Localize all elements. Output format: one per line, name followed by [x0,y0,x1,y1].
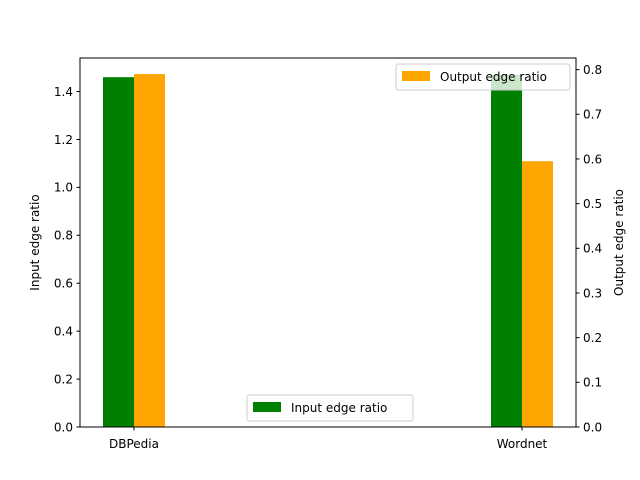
left-tick-label: 1.0 [54,181,73,195]
right-y-axis-label: Output edge ratio [612,189,626,296]
right-tick-label: 0.8 [583,63,602,77]
right-tick-label: 0.5 [583,197,602,211]
bar-output-edge-ratio-dbpedia [134,74,165,427]
left-tick-label: 0.4 [54,324,73,338]
right-tick-label: 0.4 [583,242,602,256]
legend-swatch [402,71,430,81]
legend-frame [395,63,571,91]
x-tick-label-dbpedia: DBPedia [109,437,159,451]
legend-swatch [253,402,281,412]
right-tick-label: 0.6 [583,152,602,166]
left-tick-label: 1.4 [54,85,73,99]
legend-label: Output edge ratio [440,70,547,84]
x-axis-ticks: DBPedia Wordnet [109,427,548,451]
legend-output-edge-ratio: Output edge ratio [395,63,571,91]
left-y-axis-ticks: 0.0 0.2 0.4 0.6 0.8 1.0 1.2 1.4 [54,85,80,434]
left-tick-label: 0.8 [54,229,73,243]
right-y-axis-ticks: 0.0 0.1 0.2 0.3 0.4 0.5 0.6 0.7 0.8 [576,63,602,434]
right-tick-label: 0.7 [583,108,602,122]
left-tick-label: 0.2 [54,372,73,386]
bar-input-edge-ratio-wordnet [491,74,522,427]
bars-layer [103,74,553,428]
legend-frame [246,394,414,422]
legend-input-edge-ratio: Input edge ratio [246,394,414,422]
plot-frame [79,57,577,428]
right-tick-label: 0.0 [583,420,602,434]
right-tick-label: 0.1 [583,376,602,390]
left-y-axis-label: Input edge ratio [28,194,42,290]
left-tick-label: 1.2 [54,133,73,147]
x-tick-label-wordnet: Wordnet [497,437,548,451]
right-tick-label: 0.2 [583,331,602,345]
bar-output-edge-ratio-wordnet [522,161,553,427]
legends-layer: Output edge ratio Input edge ratio [246,63,571,422]
right-tick-label: 0.3 [583,286,602,300]
bar-input-edge-ratio-dbpedia [103,77,134,428]
legend-label: Input edge ratio [291,401,387,415]
left-tick-label: 0.0 [54,420,73,434]
left-tick-label: 0.6 [54,277,73,291]
